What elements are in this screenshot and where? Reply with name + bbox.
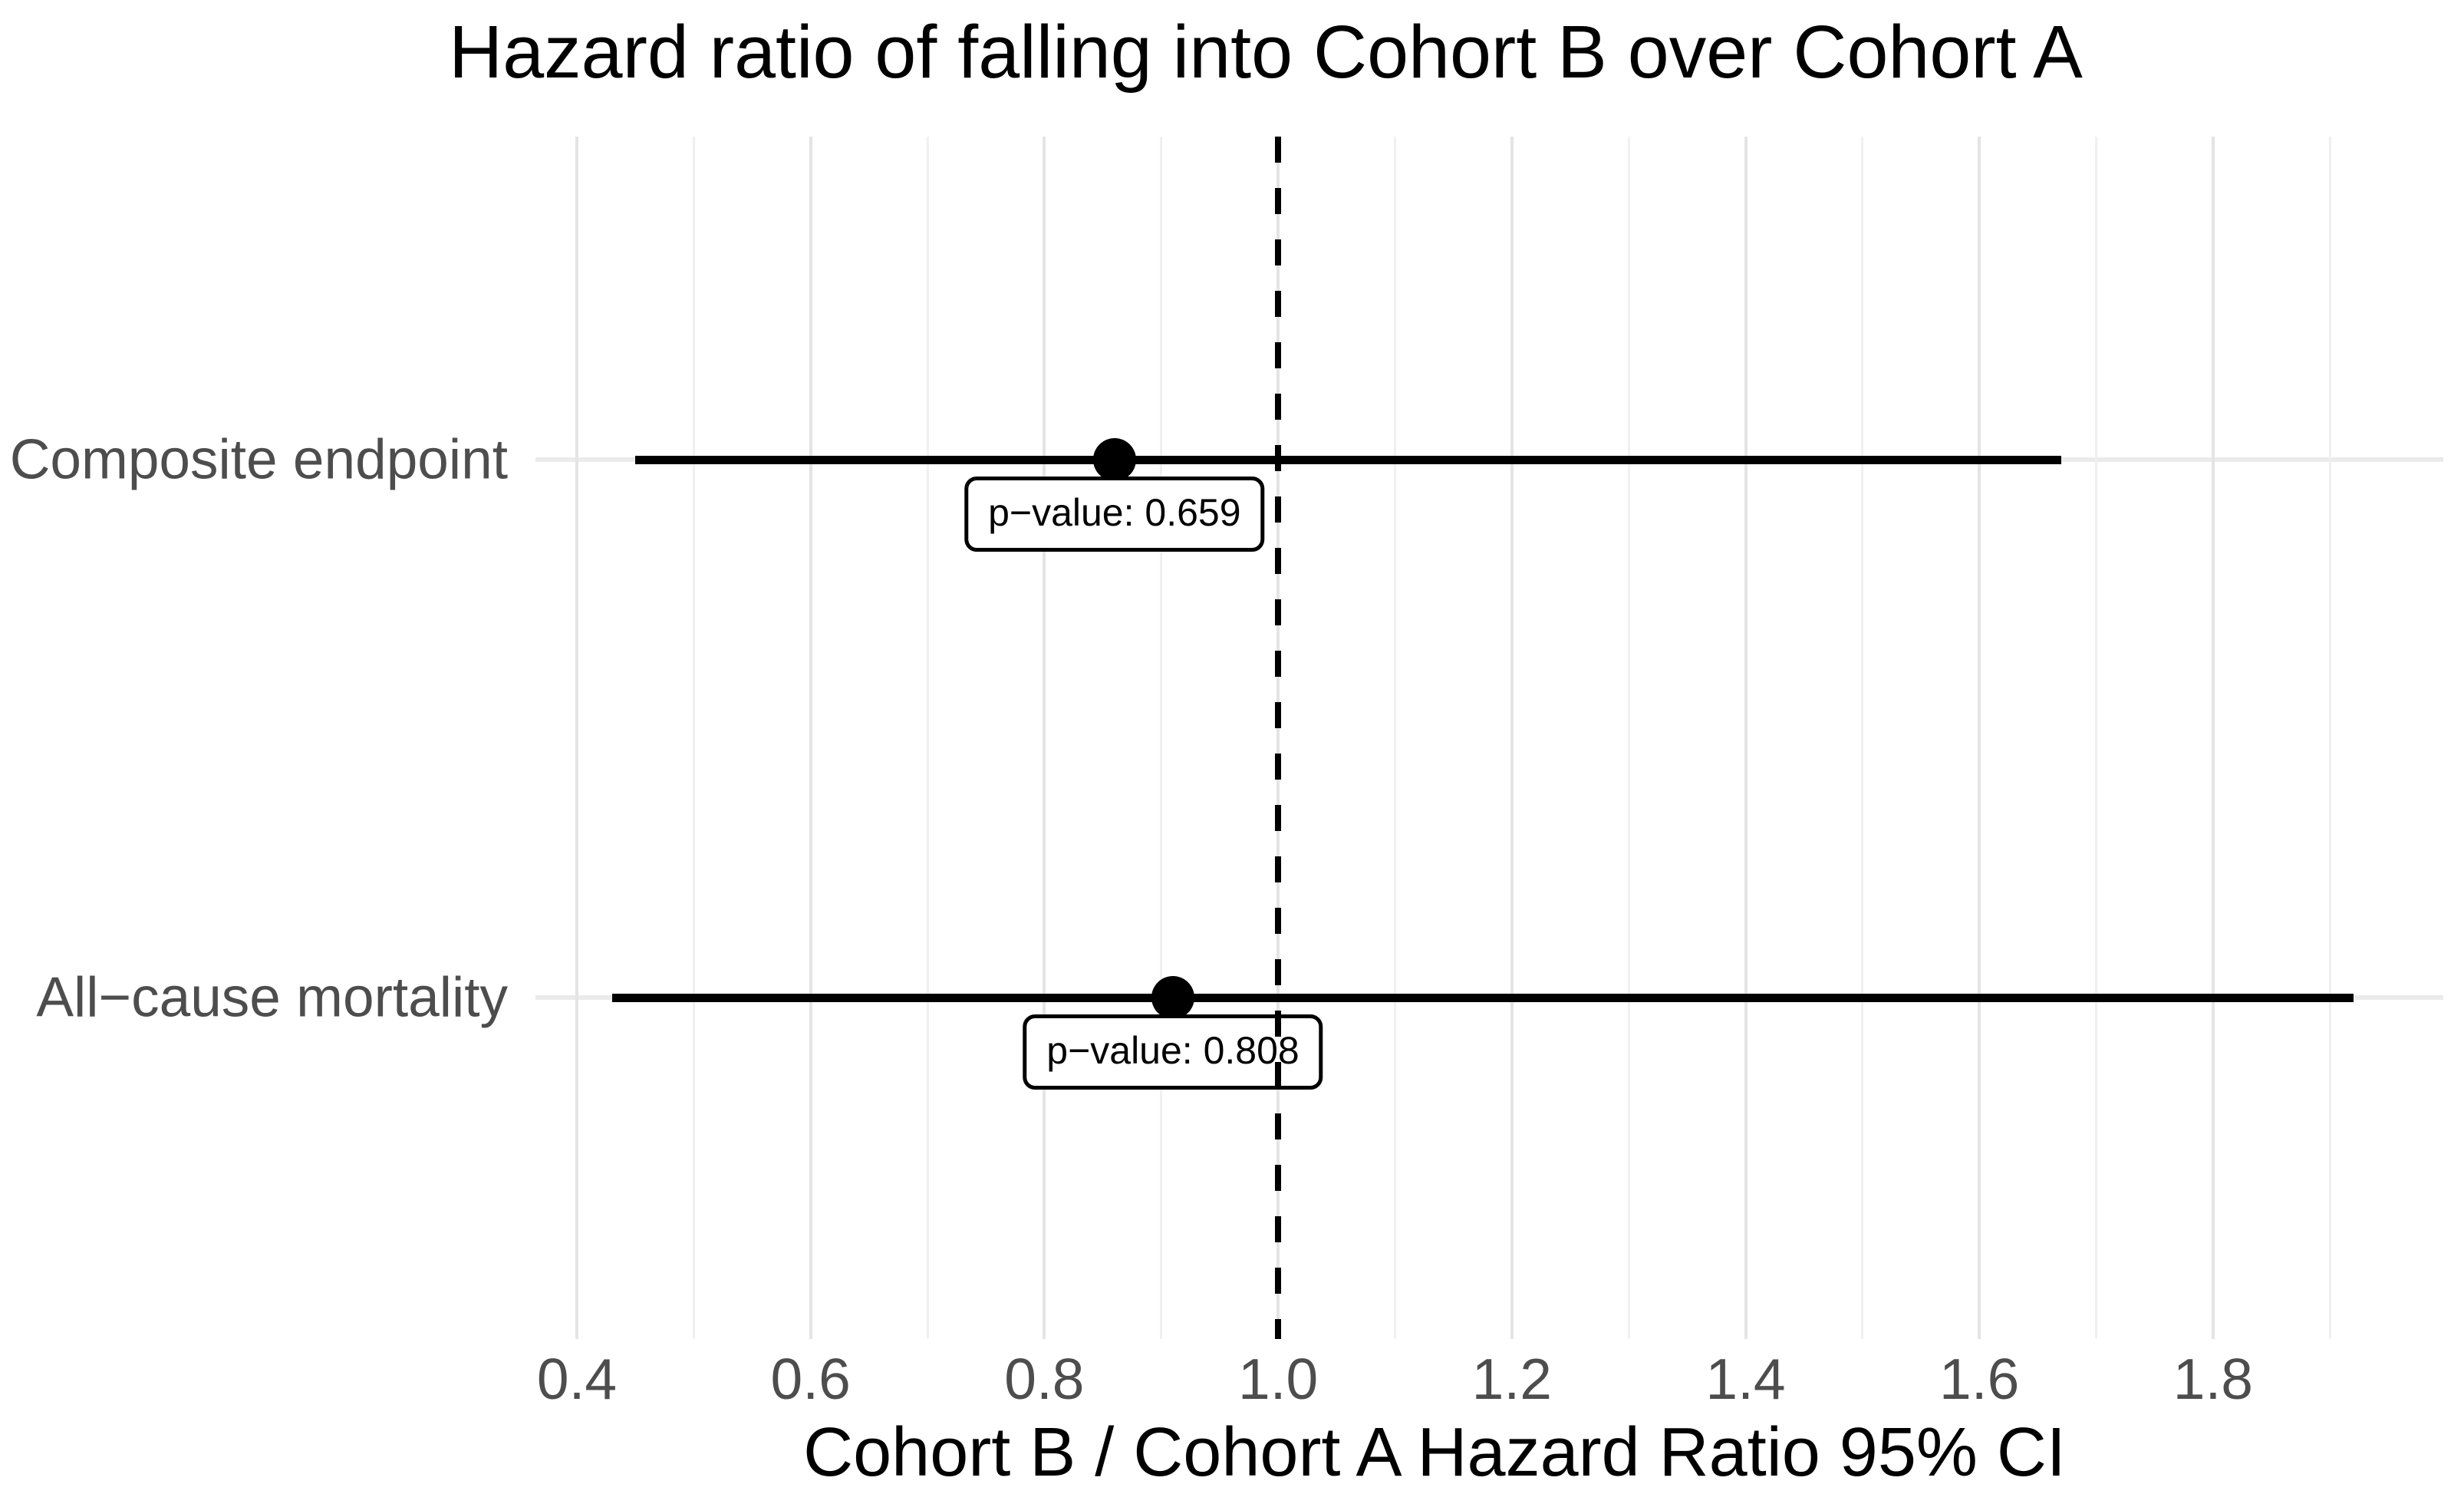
gridline-major (1043, 137, 1046, 1339)
y-axis-label: All−cause mortality (36, 966, 508, 1029)
x-tick-label: 0.8 (1004, 1347, 1085, 1411)
x-tick-label: 1.0 (1237, 1347, 1319, 1411)
chart-title: Hazard ratio of falling into Cohort B ov… (449, 10, 2083, 94)
gridline-major (1978, 137, 1981, 1339)
reference-line (1275, 137, 1282, 1339)
hr-point (1092, 438, 1136, 481)
gridline-minor (1627, 137, 1630, 1339)
gridline-major (2211, 137, 2215, 1339)
p-value-label: p−value: 0.659 (964, 477, 1265, 552)
gridline-minor (926, 137, 929, 1339)
gridline-minor (1861, 137, 1864, 1339)
x-tick-label: 1.2 (1471, 1347, 1552, 1411)
x-axis-title: Cohort B / Cohort A Hazard Ratio 95% CI (803, 1414, 2066, 1491)
gridline-minor (1160, 137, 1163, 1339)
gridline-major (1510, 137, 1514, 1339)
gridline-minor (2328, 137, 2331, 1339)
ci-line (611, 994, 2354, 1002)
x-tick-label: 1.4 (1705, 1347, 1786, 1411)
gridline-major (809, 137, 812, 1339)
hr-point (1151, 976, 1194, 1019)
x-tick-label: 0.4 (536, 1347, 618, 1411)
gridline-major (575, 137, 578, 1339)
y-axis-label: Composite endpoint (9, 428, 508, 491)
ci-line (635, 456, 2061, 464)
p-value-label: p−value: 0.808 (1023, 1014, 1323, 1090)
x-tick-label: 1.8 (2172, 1347, 2254, 1411)
gridline-minor (1393, 137, 1396, 1339)
gridline-major (1744, 137, 1748, 1339)
gridline-minor (2095, 137, 2098, 1339)
x-tick-label: 0.6 (770, 1347, 851, 1411)
gridline-minor (692, 137, 695, 1339)
x-tick-label: 1.6 (1939, 1347, 2020, 1411)
